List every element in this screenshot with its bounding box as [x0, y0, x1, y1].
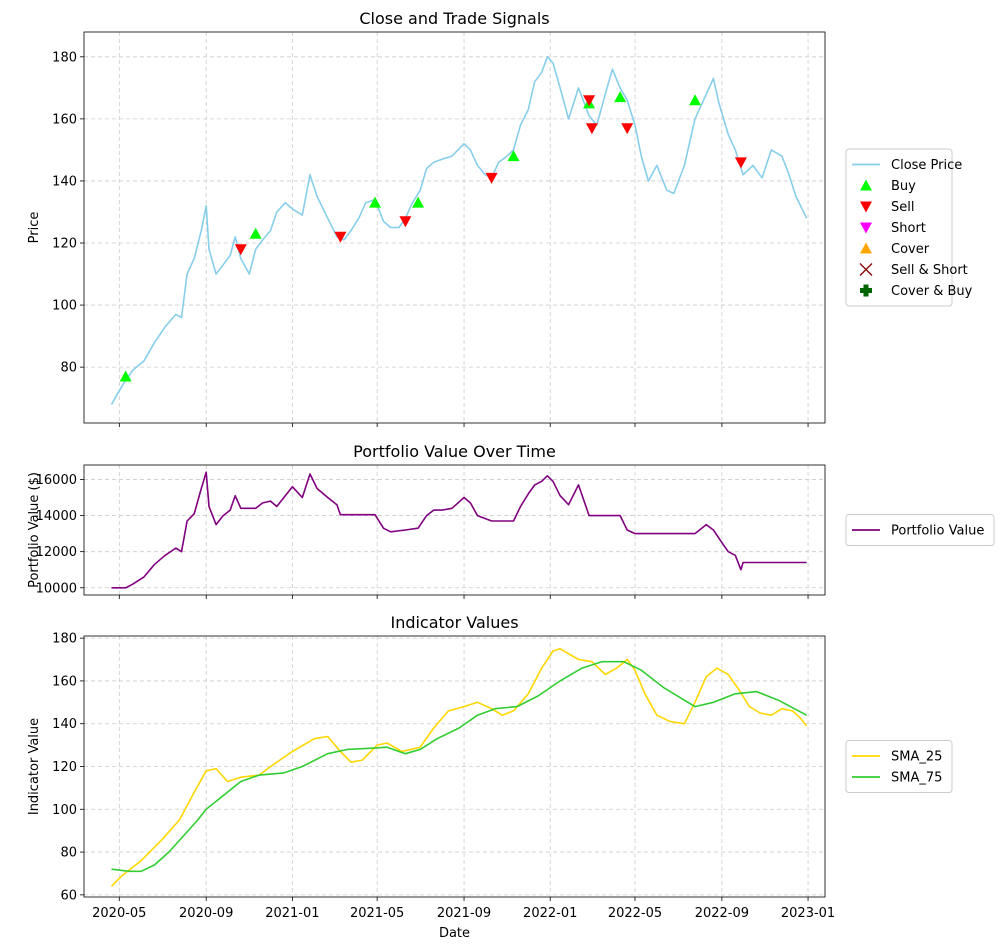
series-line-sma-25 — [110, 647, 808, 887]
legend-frame — [845, 740, 953, 793]
y-tick-label: 120 — [52, 760, 77, 775]
sell-marker — [585, 123, 598, 135]
legend-triangle-down-swatch — [860, 222, 872, 234]
y-axis-label: Portfolio Value ($) — [27, 472, 42, 588]
legend-frame — [845, 148, 953, 307]
legend-label: SMA_75 — [891, 771, 942, 786]
sell-marker — [485, 172, 498, 184]
sell-marker — [583, 95, 596, 107]
sell-marker — [621, 123, 634, 135]
series-line-sma-75 — [111, 660, 807, 873]
legend-label: Portfolio Value — [891, 524, 984, 539]
legend-triangle-up-swatch — [860, 179, 872, 191]
x-tick-label: 2022-01 — [523, 906, 577, 921]
legend-label: Buy — [891, 179, 916, 194]
y-tick-label: 100 — [52, 803, 77, 818]
chart-panel-0: 80 100 120 140 160 180 Close and Trade Signals… — [27, 9, 973, 427]
legend-label: Short — [891, 221, 926, 236]
chart-panel-2: 60 80 100 120 140 160 180 2020-05 2020-09 2021-01… — [27, 613, 953, 941]
y-tick-label: 60 — [60, 888, 77, 903]
legend-frame — [845, 514, 995, 546]
y-tick-label: 120 — [52, 237, 77, 252]
y-tick-label: 160 — [52, 112, 77, 127]
legend-label: Close Price — [891, 158, 962, 173]
legend-label: SMA_25 — [891, 750, 942, 765]
legend-label: Cover & Buy — [891, 284, 973, 299]
buy-marker — [614, 91, 627, 103]
x-tick-label: 2023-01 — [781, 906, 835, 921]
legend-triangle-down-swatch — [860, 201, 872, 213]
y-tick-label: 16000 — [36, 473, 77, 488]
legend-label: Sell & Short — [891, 263, 968, 278]
plot-frame — [83, 31, 826, 424]
x-tick-label: 2022-05 — [608, 906, 662, 921]
y-axis-label: Price — [27, 212, 42, 244]
legend-plus-swatch — [860, 284, 872, 297]
buy-marker — [119, 370, 132, 382]
chart-panel-1: 10000 12000 14000 16000 Portfolio Value Over… — [27, 442, 995, 599]
sell-marker — [234, 244, 247, 256]
x-tick-label: 2022-09 — [695, 906, 749, 921]
buy-marker — [507, 150, 520, 162]
legend-x-swatch — [859, 263, 873, 276]
y-tick-label: 80 — [60, 846, 77, 861]
plot-frame — [83, 635, 826, 898]
x-tick-label: 2021-05 — [350, 906, 404, 921]
x-tick-label: 2021-01 — [265, 906, 319, 921]
y-tick-label: 14000 — [36, 509, 77, 524]
y-tick-label: 140 — [52, 174, 77, 189]
x-axis-label: Date — [439, 926, 470, 941]
y-tick-label: 180 — [52, 632, 77, 647]
chart-title: Indicator Values — [390, 613, 518, 632]
sell-marker — [399, 216, 412, 228]
x-tick-label: 2020-05 — [92, 906, 146, 921]
chart-title: Close and Trade Signals — [359, 9, 549, 28]
chart-title: Portfolio Value Over Time — [353, 442, 556, 461]
y-axis-label: Indicator Value — [27, 718, 42, 815]
y-tick-label: 12000 — [36, 545, 77, 560]
legend: Portfolio Value — [845, 514, 995, 546]
legend: Close Price Buy Sell Short Cover Sell & Short… — [845, 148, 973, 307]
buy-marker — [249, 227, 262, 239]
series-line-portfolio-value — [111, 471, 807, 589]
buy-marker — [369, 196, 382, 208]
plot-frame — [83, 464, 826, 596]
buy-marker — [412, 196, 425, 208]
y-tick-label: 140 — [52, 717, 77, 732]
y-tick-label: 180 — [52, 50, 77, 65]
sell-marker — [734, 157, 747, 169]
legend: SMA_25 SMA_75 — [845, 740, 953, 793]
y-tick-label: 100 — [52, 299, 77, 314]
y-tick-label: 10000 — [36, 581, 77, 596]
buy-marker — [689, 94, 702, 106]
legend-triangle-up-swatch — [860, 242, 872, 254]
x-tick-label: 2020-09 — [179, 906, 233, 921]
legend-label: Sell — [891, 200, 914, 215]
series-line-close-price — [110, 55, 808, 405]
y-tick-label: 160 — [52, 674, 77, 689]
y-tick-label: 80 — [60, 361, 77, 376]
legend-label: Cover — [891, 242, 930, 257]
x-tick-label: 2021-09 — [437, 906, 491, 921]
sell-marker — [334, 231, 347, 243]
